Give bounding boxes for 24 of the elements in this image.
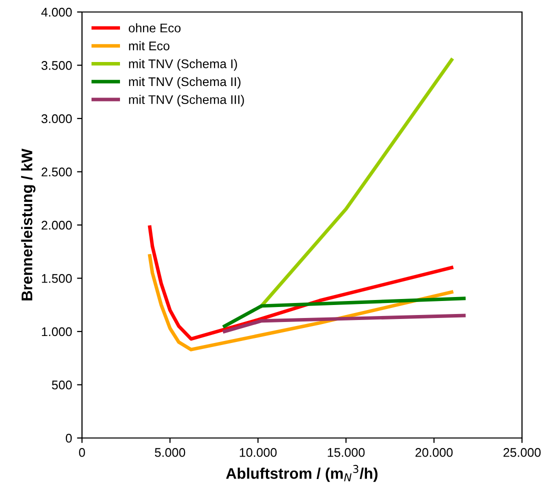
legend-label: mit TNV (Schema II) bbox=[129, 76, 240, 89]
x-axis-title: Abluftstrom / (m$_{N}$$^{3}$/h) bbox=[226, 464, 378, 482]
y-tick-label: 2.500 bbox=[42, 168, 72, 176]
legend-label: mit Eco bbox=[129, 41, 170, 50]
x-tick-label: 25.000 bbox=[504, 448, 541, 457]
y-tick-label: 1.500 bbox=[42, 274, 72, 283]
x-tick-label: 5.000 bbox=[154, 448, 186, 457]
x-tick-label: 15.000 bbox=[328, 448, 365, 457]
line-series bbox=[148, 254, 454, 352]
x-tick-label: 0 bbox=[79, 448, 85, 457]
y-tick-label: 3.000 bbox=[41, 114, 72, 124]
y-tick-label: 4.000 bbox=[41, 8, 72, 17]
y-tick-label: 3.500 bbox=[41, 61, 72, 70]
legend-label: ohne Eco bbox=[128, 23, 181, 32]
y-tick-label: 0 bbox=[66, 434, 72, 443]
y-tick-label: 500 bbox=[52, 380, 72, 390]
y-tick-label: 2.000 bbox=[42, 220, 72, 230]
x-tick-label: 10.000 bbox=[240, 448, 277, 457]
line-series bbox=[148, 225, 454, 341]
legend-label: mit TNV (Schema III) bbox=[129, 94, 244, 107]
y-axis-title: Brennerleistung / kW bbox=[21, 148, 36, 300]
x-tick-label: 20.000 bbox=[416, 448, 453, 457]
legend-label: mit TNV (Schema I) bbox=[129, 59, 237, 71]
y-tick-label: 1.000 bbox=[42, 327, 72, 336]
